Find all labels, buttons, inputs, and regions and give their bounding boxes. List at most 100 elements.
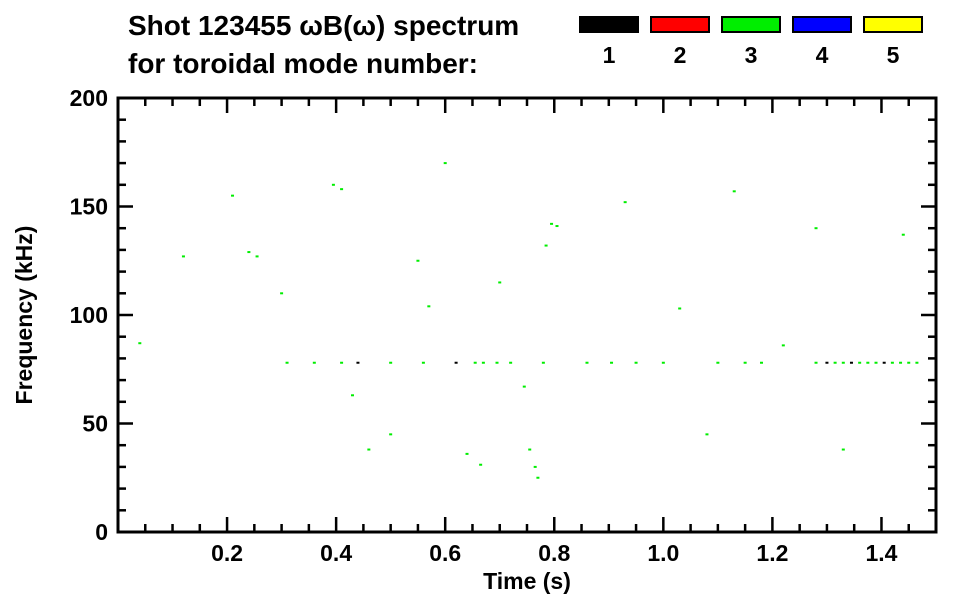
data-point bbox=[495, 361, 499, 364]
y-tick-label: 150 bbox=[70, 194, 108, 220]
data-point bbox=[623, 201, 627, 204]
data-point bbox=[528, 448, 532, 451]
data-point bbox=[550, 222, 554, 225]
data-point bbox=[536, 476, 540, 479]
legend-mode-label: 1 bbox=[602, 42, 616, 68]
data-point bbox=[661, 361, 665, 364]
data-point bbox=[533, 465, 537, 468]
legend-mode-label: 5 bbox=[886, 42, 900, 68]
data-point bbox=[350, 394, 354, 397]
x-axis-label: Time (s) bbox=[483, 568, 571, 594]
data-point bbox=[678, 307, 682, 310]
legend-mode: 4 bbox=[792, 16, 852, 69]
data-point bbox=[544, 244, 548, 247]
x-tick-label: 0.8 bbox=[538, 540, 570, 566]
data-point bbox=[841, 448, 845, 451]
x-tick-label: 1.2 bbox=[756, 540, 788, 566]
legend-mode: 3 bbox=[721, 16, 781, 69]
data-point bbox=[866, 361, 870, 364]
data-point bbox=[610, 361, 614, 364]
y-tick-label: 200 bbox=[70, 85, 108, 111]
data-point bbox=[841, 361, 845, 364]
data-point bbox=[814, 361, 818, 364]
data-point bbox=[901, 233, 905, 236]
data-point bbox=[367, 448, 371, 451]
data-point bbox=[716, 361, 720, 364]
data-point bbox=[907, 361, 911, 364]
data-point bbox=[416, 259, 420, 262]
data-point bbox=[882, 361, 886, 364]
legend-swatch bbox=[650, 16, 710, 33]
plot-frame bbox=[116, 96, 938, 534]
data-point bbox=[465, 452, 469, 455]
data-point bbox=[585, 361, 589, 364]
data-point bbox=[522, 385, 526, 388]
data-point bbox=[340, 188, 344, 191]
data-point bbox=[833, 361, 837, 364]
x-tick-label: 0.6 bbox=[429, 540, 461, 566]
legend-swatch bbox=[863, 16, 923, 33]
legend-mode: 1 bbox=[579, 16, 639, 69]
legend-swatch bbox=[579, 16, 639, 33]
y-tick-label: 0 bbox=[95, 519, 108, 545]
data-point bbox=[481, 361, 485, 364]
y-tick-label: 50 bbox=[82, 411, 108, 437]
chart-subtitle: for toroidal mode number: bbox=[128, 48, 478, 79]
x-tick-label: 0.2 bbox=[211, 540, 243, 566]
data-point bbox=[743, 361, 747, 364]
x-tick-label: 1.0 bbox=[647, 540, 679, 566]
data-point bbox=[255, 255, 259, 258]
data-point bbox=[181, 255, 185, 258]
data-point bbox=[759, 361, 763, 364]
data-point bbox=[421, 361, 425, 364]
data-point bbox=[280, 292, 284, 295]
data-point bbox=[231, 194, 235, 197]
data-point bbox=[732, 190, 736, 193]
legend-mode-label: 2 bbox=[673, 42, 687, 68]
data-point bbox=[498, 281, 502, 284]
data-point bbox=[479, 463, 483, 466]
legend-swatch bbox=[792, 16, 852, 33]
legend-swatch bbox=[721, 16, 781, 33]
data-point bbox=[634, 361, 638, 364]
data-point bbox=[915, 361, 919, 364]
data-point bbox=[138, 342, 142, 345]
data-point bbox=[874, 361, 878, 364]
data-point bbox=[427, 305, 431, 308]
legend-mode: 2 bbox=[650, 16, 710, 69]
y-axis-label: Frequency (kHz) bbox=[11, 226, 37, 405]
data-point bbox=[890, 361, 894, 364]
data-point bbox=[858, 361, 862, 364]
mode-legend: 1 2 3 4 5 bbox=[579, 16, 923, 69]
data-point bbox=[555, 225, 559, 228]
data-point bbox=[454, 361, 458, 364]
x-tick-label: 1.4 bbox=[865, 540, 897, 566]
data-point bbox=[389, 433, 393, 436]
data-point bbox=[389, 361, 393, 364]
title-block: Shot 123455 ωB(ω) spectrum for toroidal … bbox=[128, 8, 519, 82]
data-point bbox=[509, 361, 513, 364]
data-point bbox=[285, 361, 289, 364]
data-point bbox=[443, 162, 447, 165]
legend-mode: 5 bbox=[863, 16, 923, 69]
data-point bbox=[541, 361, 545, 364]
data-point bbox=[331, 183, 335, 186]
chart-title: Shot 123455 ωB(ω) spectrum bbox=[128, 10, 520, 41]
legend-mode-label: 3 bbox=[744, 42, 758, 68]
data-point bbox=[356, 361, 360, 364]
data-point bbox=[312, 361, 316, 364]
data-point bbox=[849, 361, 853, 364]
x-tick-label: 0.4 bbox=[320, 540, 352, 566]
data-point bbox=[781, 344, 785, 347]
data-point bbox=[825, 361, 829, 364]
data-point bbox=[899, 361, 903, 364]
data-point bbox=[340, 361, 344, 364]
legend-mode-label: 4 bbox=[815, 42, 829, 68]
data-point bbox=[814, 227, 818, 230]
data-point bbox=[247, 251, 251, 254]
data-point bbox=[473, 361, 477, 364]
y-tick-label: 100 bbox=[70, 302, 108, 328]
data-point bbox=[705, 433, 709, 436]
